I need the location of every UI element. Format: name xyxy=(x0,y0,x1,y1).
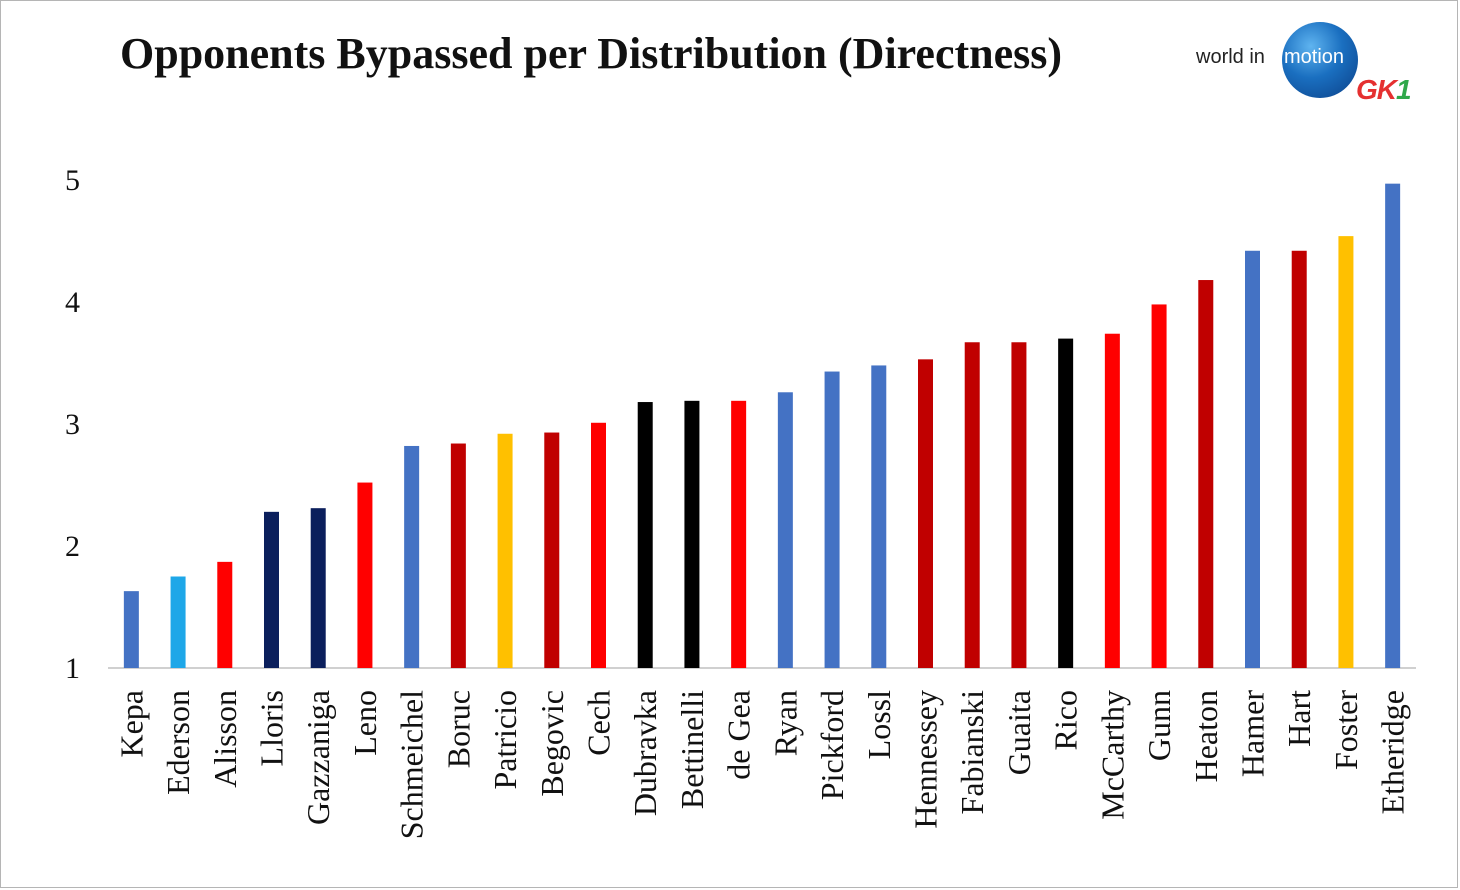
x-tick-label: Gunn xyxy=(1141,690,1177,761)
x-tick-label: Ederson xyxy=(160,690,196,795)
bar-foster xyxy=(1338,236,1354,668)
chart-title: Opponents Bypassed per Distribution (Dir… xyxy=(120,29,1063,78)
x-tick-label: Boruc xyxy=(440,690,476,768)
x-tick-label: Heaton xyxy=(1188,690,1224,782)
x-tick-label: Guaita xyxy=(1001,690,1037,775)
bar-patricio xyxy=(497,433,513,668)
bar-lossl xyxy=(871,365,887,668)
globe-icon xyxy=(1282,22,1358,98)
bar-lloris xyxy=(264,511,279,668)
logo-gk-text: GK xyxy=(1356,74,1397,105)
bar-kepa xyxy=(123,591,139,668)
x-tick-label: Pickford xyxy=(814,690,850,800)
bar-boruc xyxy=(450,443,466,668)
logo-gk1: GK1 xyxy=(1356,74,1412,106)
x-tick-label: Hamer xyxy=(1235,690,1271,777)
x-tick-label: Cech xyxy=(581,690,617,756)
bar-fabianski xyxy=(964,342,980,668)
bar-cech xyxy=(591,422,606,668)
bar-begovic xyxy=(544,432,560,668)
bar-hamer xyxy=(1245,250,1260,668)
bar-ederson xyxy=(170,576,186,668)
logo-text-world-in: world in xyxy=(1196,46,1265,68)
logo-one-text: 1 xyxy=(1396,74,1412,105)
y-tick-label: 4 xyxy=(65,286,80,319)
y-axis: 1 2 3 4 5 xyxy=(65,164,80,685)
x-tick-label: Rico xyxy=(1048,690,1084,750)
x-tick-label: Patricio xyxy=(487,690,523,790)
x-tick-label: Bettinelli xyxy=(674,690,710,809)
x-tick-label: Gazzaniga xyxy=(300,690,336,825)
x-tick-label: Lloris xyxy=(254,690,290,766)
x-tick-label: Foster xyxy=(1328,690,1364,770)
bar-gazzaniga xyxy=(310,508,326,668)
x-tick-label: Ryan xyxy=(767,690,803,756)
bar-schmeichel xyxy=(404,445,420,668)
bar-bettinelli xyxy=(684,400,700,668)
bar-ryan xyxy=(777,392,793,668)
x-tick-label: Etheridge xyxy=(1375,690,1411,814)
y-tick-label: 2 xyxy=(65,530,80,563)
bar-guaita xyxy=(1011,342,1027,668)
bar-leno xyxy=(357,482,373,668)
bars-group xyxy=(123,183,1401,668)
x-tick-label: Alisson xyxy=(207,690,243,788)
bar-dubravka xyxy=(637,402,653,668)
y-tick-label: 5 xyxy=(65,164,80,197)
x-tick-label: Leno xyxy=(347,690,383,756)
bar-rico xyxy=(1058,338,1074,668)
x-tick-label: Schmeichel xyxy=(394,690,430,839)
x-tick-label: Lossl xyxy=(861,690,897,759)
world-in-motion-logo: world in motion GK1 xyxy=(1196,20,1446,110)
bar-gunn xyxy=(1151,304,1167,668)
bar-mccarthy xyxy=(1104,333,1120,668)
x-tick-label: Begovic xyxy=(534,690,570,797)
x-tick-label: McCarthy xyxy=(1094,690,1130,820)
logo-text-motion: motion xyxy=(1284,46,1345,68)
x-tick-label: Fabianski xyxy=(954,690,990,815)
bar-etheridge xyxy=(1385,183,1401,668)
x-tick-label: Hart xyxy=(1281,690,1317,747)
bar-alisson xyxy=(217,561,233,668)
x-tick-label: de Gea xyxy=(721,690,757,780)
x-tick-label: Hennessey xyxy=(908,690,944,829)
y-tick-label: 1 xyxy=(65,652,80,685)
bar-heaton xyxy=(1198,280,1214,668)
bar-hart xyxy=(1291,250,1307,668)
bar-pickford xyxy=(824,371,840,668)
x-axis-labels: Kepa Ederson Alisson Lloris Gazzaniga Leno Sch… xyxy=(113,690,1410,840)
bar-hennessey xyxy=(918,359,933,668)
y-tick-label: 3 xyxy=(65,408,80,441)
x-tick-label: Kepa xyxy=(113,690,149,758)
bar-de-gea xyxy=(731,400,747,668)
x-tick-label: Dubravka xyxy=(627,690,663,816)
